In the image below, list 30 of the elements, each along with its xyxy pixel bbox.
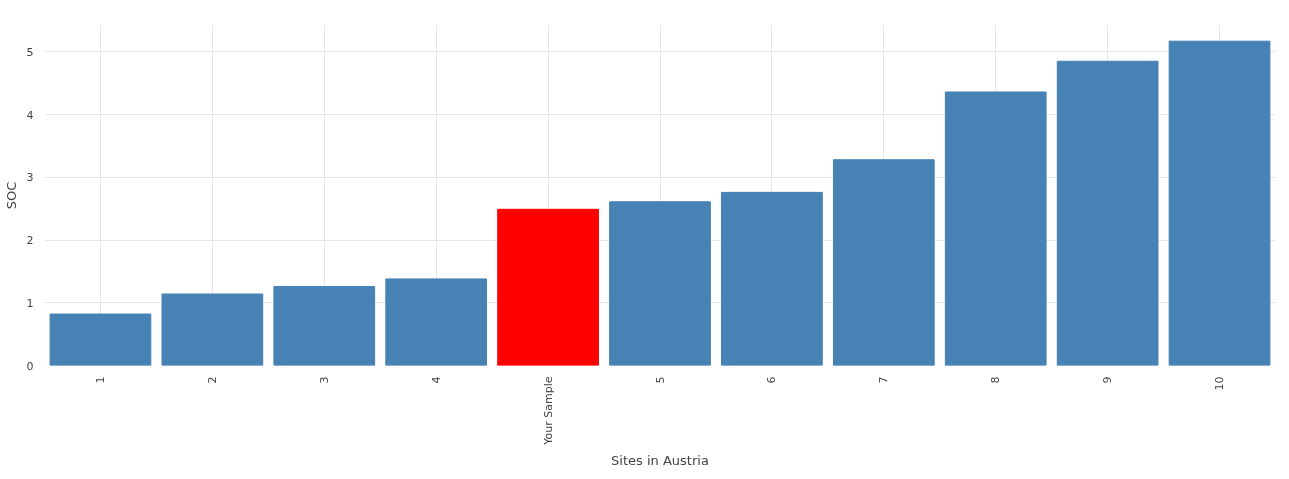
bar [273, 285, 376, 366]
x-tick-label: 9 [1101, 376, 1115, 384]
x-tick-label: 2 [205, 376, 219, 384]
bar [49, 313, 152, 366]
bar [1168, 40, 1271, 366]
x-tick-label: 10 [1213, 376, 1227, 391]
bar [385, 278, 488, 366]
y-tick-label: 0 [26, 359, 34, 373]
x-tick-label: 1 [93, 376, 107, 384]
bar [832, 159, 935, 366]
y-tick-label: 3 [26, 171, 34, 185]
x-tick-label: Your Sample [541, 376, 555, 446]
x-tick-label: 8 [989, 376, 1003, 384]
y-tick-label: 2 [26, 234, 34, 248]
y-tick-label: 1 [26, 296, 34, 310]
bar [497, 208, 599, 366]
bar [1056, 60, 1159, 366]
bar [944, 91, 1047, 366]
x-tick-label: 6 [765, 376, 779, 384]
x-tick-label: 4 [429, 376, 443, 384]
bar [609, 201, 711, 366]
y-tick-label: 5 [26, 45, 34, 59]
x-tick-label: 3 [317, 376, 331, 384]
bar [721, 191, 823, 366]
y-tick-label: 4 [26, 108, 34, 122]
x-axis-title: Sites in Austria [611, 452, 709, 468]
bar [161, 293, 264, 366]
x-tick-label: 7 [877, 376, 891, 384]
y-axis-title: SOC [3, 181, 19, 210]
x-tick-label: 5 [653, 376, 667, 384]
